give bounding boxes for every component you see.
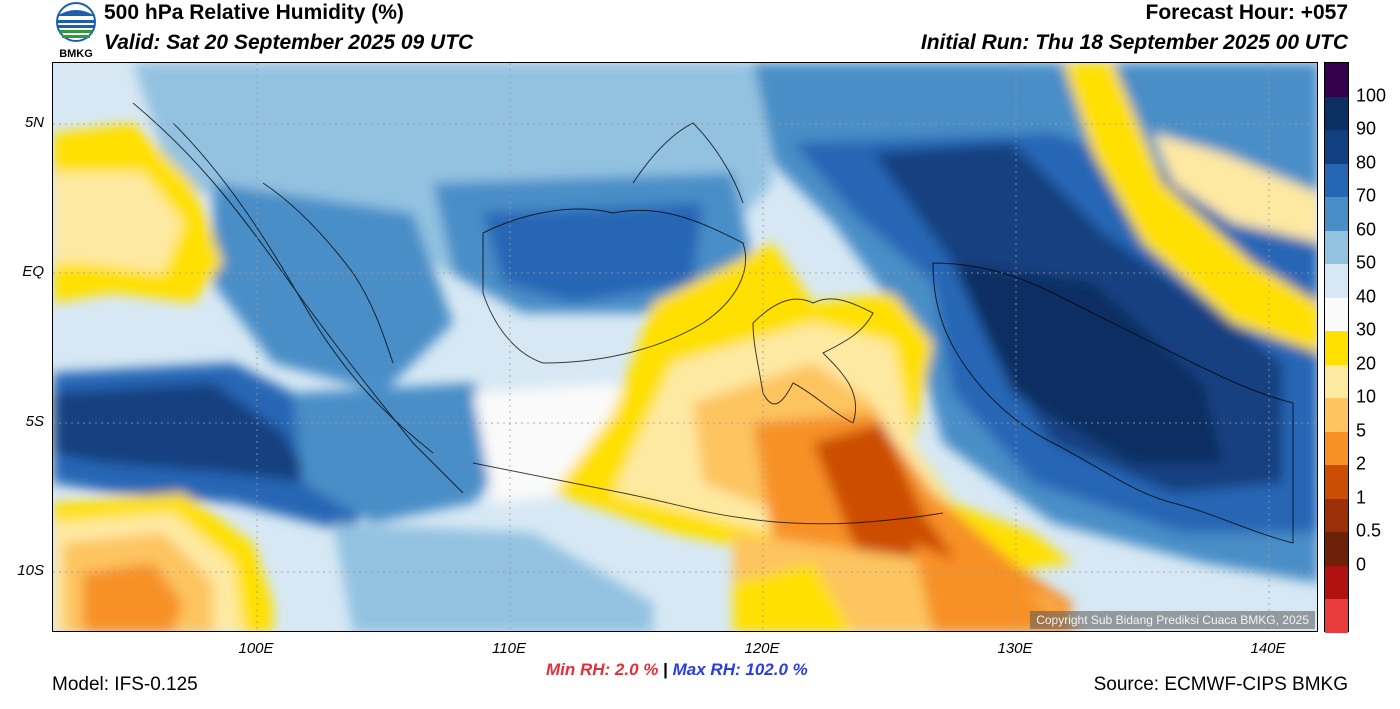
lat-label-5n: 5N: [24, 114, 44, 131]
colorbar-segment: [1325, 465, 1348, 499]
colorbar-label: 70: [1356, 185, 1377, 206]
colorbar-label: 5: [1356, 420, 1367, 441]
lat-label-10s: 10S: [17, 562, 44, 579]
colorbar-label: 1: [1356, 487, 1367, 508]
lat-label-eq: EQ: [22, 263, 44, 280]
colorbar-label: 80: [1356, 152, 1377, 173]
colorbar-label: 0: [1356, 554, 1367, 575]
colorbar-segment: [1325, 163, 1348, 198]
lon-label-140e: 140E: [1250, 640, 1286, 657]
colorbar: [1324, 62, 1349, 633]
colorbar-segment: [1325, 297, 1348, 332]
colorbar-label: 60: [1356, 219, 1377, 240]
colorbar-segment: [1325, 197, 1348, 231]
colorbar-segment: [1325, 130, 1348, 164]
max-rh: Max RH: 102.0 %: [672, 660, 808, 679]
source-label: Source: ECMWF-CIPS BMKG: [1093, 674, 1348, 695]
lon-label-120e: 120E: [744, 640, 780, 657]
rh-stats: Min RH: 2.0 % | Max RH: 102.0 %: [546, 660, 808, 680]
humidity-map: Copyright Sub Bidang Prediksi Cuaca BMKG…: [52, 62, 1318, 632]
colorbar-segment: [1325, 230, 1348, 265]
logo-text: BMKG: [59, 48, 93, 60]
lon-label-110e: 110E: [492, 640, 526, 657]
colorbar-segment: [1325, 264, 1348, 298]
colorbar-label: 40: [1356, 286, 1377, 307]
colorbar-segment: [1325, 599, 1348, 633]
colorbar-segment: [1325, 96, 1348, 131]
lat-label-5s: 5S: [25, 413, 44, 430]
colorbar-segment: [1325, 532, 1348, 566]
colorbar-segment: [1325, 431, 1348, 466]
map-title: 500 hPa Relative Humidity (%): [104, 1, 404, 24]
model-label: Model: IFS-0.125: [52, 674, 198, 695]
copyright-notice: Copyright Sub Bidang Prediksi Cuaca BMKG…: [1030, 611, 1315, 629]
colorbar-segment: [1325, 498, 1348, 533]
colorbar-label: 30: [1356, 319, 1377, 340]
bmkg-logo: BMKG: [52, 2, 100, 60]
initial-run: Initial Run: Thu 18 September 2025 00 UT…: [920, 31, 1348, 54]
stats-separator: |: [663, 660, 668, 679]
colorbar-segment: [1325, 63, 1348, 97]
colorbar-segment: [1325, 364, 1348, 399]
valid-time: Valid: Sat 20 September 2025 09 UTC: [104, 31, 474, 54]
lon-label-100e: 100E: [238, 640, 274, 657]
colorbar-label: 100: [1356, 85, 1387, 106]
colorbar-label: 20: [1356, 353, 1377, 374]
colorbar-label: 10: [1356, 386, 1377, 407]
min-rh: Min RH: 2.0 %: [546, 660, 659, 679]
lon-label-130e: 130E: [997, 640, 1033, 657]
forecast-hour: Forecast Hour: +057: [1145, 1, 1349, 24]
colorbar-label: 90: [1356, 118, 1377, 139]
colorbar-label: 50: [1356, 252, 1377, 273]
colorbar-segment: [1325, 398, 1348, 432]
humidity-field: [53, 63, 1317, 631]
colorbar-label: 0.5: [1356, 520, 1382, 541]
colorbar-segment: [1325, 331, 1348, 365]
colorbar-label: 2: [1356, 453, 1367, 474]
colorbar-segment: [1325, 565, 1348, 600]
